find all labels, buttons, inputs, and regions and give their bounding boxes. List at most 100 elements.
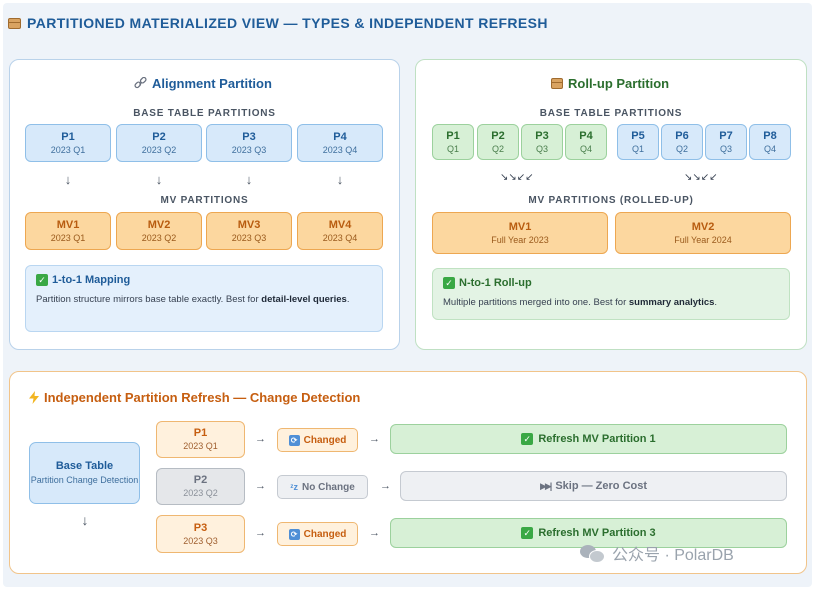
partition-period: 2023 Q1 (183, 441, 218, 451)
result-skip: ▶▶| Skip — Zero Cost (400, 471, 787, 501)
partition-name: P8 (763, 129, 777, 142)
partition-name: P6 (675, 129, 689, 142)
rollup-arrows-2024: ↘↘↙↙ (684, 172, 718, 183)
check-icon: ✓ (521, 433, 534, 445)
step-arrow: → (369, 527, 380, 539)
partition-period: 2023 Q1 (50, 232, 86, 243)
step-arrow: → (369, 433, 380, 445)
partition-period: 2023 Q3 (183, 535, 218, 546)
partition-name: P1 (446, 129, 460, 142)
refresh-partition-p1: P1 2023 Q1 (156, 421, 245, 458)
note-text-end: . (714, 297, 718, 308)
partition-period: Full Year 2024 (674, 234, 732, 245)
status-label: No Change (301, 481, 355, 493)
detection-arrow: ↓ (81, 512, 89, 528)
step-arrow: → (380, 480, 391, 492)
refresh-partition-p3: P3 2023 Q3 (156, 515, 245, 553)
status-label: Changed (303, 434, 347, 446)
mv-partition-mv1: MV1 2023 Q1 (25, 212, 111, 250)
partition-name: P2 (193, 474, 208, 486)
base-table-subtitle: Partition Change Detection (30, 475, 139, 485)
note-text-part: Multiple partitions merged into one. Bes… (443, 297, 629, 308)
partition-period: 2023 Q4 (322, 144, 358, 155)
rollup-base-p8: P8 Q4 (749, 124, 791, 160)
check-icon: ✓ (443, 277, 455, 289)
alignment-note-heading: ✓ 1-to-1 Mapping (36, 274, 372, 286)
partition-period: Q3 (719, 143, 732, 154)
partition-name: P3 (193, 521, 208, 534)
mv-partition-mv4: MV4 2023 Q4 (297, 212, 383, 250)
rollup-base-p2: P2 Q2 (477, 124, 519, 160)
rollup-base-p5: P5 Q1 (617, 124, 659, 160)
rollup-base-p7: P7 Q3 (705, 124, 747, 160)
base-partition-p2: P2 2023 Q2 (116, 124, 202, 162)
alignment-note-text: Partition structure mirrors base table e… (36, 292, 372, 307)
status-label: Changed (303, 528, 347, 540)
partition-name: P2 (491, 129, 505, 142)
refresh-title: Independent Partition Refresh — Change D… (29, 390, 360, 405)
base-partition-p4: P4 2023 Q4 (297, 124, 383, 162)
base-partition-p1: P1 2023 Q1 (25, 124, 111, 162)
base-table-node: Base Table Partition Change Detection (29, 442, 140, 504)
result-refresh: ✓ Refresh MV Partition 1 (390, 424, 787, 454)
partition-name: P3 (242, 130, 256, 143)
alignment-note: ✓ 1-to-1 Mapping Partition structure mir… (25, 265, 383, 332)
rollup-mv-mv1: MV1 Full Year 2023 (432, 212, 608, 254)
partition-period: Q2 (491, 143, 504, 154)
rollup-mv-label: MV PARTITIONS (ROLLED-UP) (528, 195, 694, 206)
refresh-partition-p2: P2 2023 Q2 (156, 468, 245, 505)
alignment-title-text: Alignment Partition (152, 76, 272, 91)
partition-period: 2023 Q2 (141, 144, 177, 155)
mv-partition-mv2: MV2 2023 Q2 (116, 212, 202, 250)
note-text-bold: detail-level queries (261, 294, 347, 305)
refresh-icon: ⟳ (288, 528, 300, 540)
partition-period: Q1 (446, 143, 459, 154)
rollup-base-p6: P6 Q2 (661, 124, 703, 160)
partition-name: P5 (631, 129, 645, 142)
alignment-mv-label: MV PARTITIONS (160, 195, 249, 206)
box-icon (8, 17, 21, 29)
status-no-change: ᶻz No Change (277, 475, 368, 499)
rollup-base-p4: P4 Q4 (565, 124, 607, 160)
result-label: Refresh MV Partition 1 (538, 433, 656, 445)
rollup-base-p1: P1 Q1 (432, 124, 474, 160)
partition-name: P4 (333, 130, 347, 143)
status-changed: ⟳ Changed (277, 522, 358, 546)
alignment-title: Alignment Partition (134, 76, 272, 91)
note-text-end: . (346, 294, 350, 305)
rollup-note-title: N-to-1 Roll-up (459, 277, 532, 289)
partition-name: MV4 (328, 218, 352, 231)
page-title-text: PARTITIONED MATERIALIZED VIEW — TYPES & … (27, 15, 548, 31)
partition-name: MV2 (691, 220, 715, 233)
mapping-arrow: ↓ (336, 172, 344, 187)
rollup-base-label: BASE TABLE PARTITIONS (539, 108, 683, 119)
partition-name: P2 (152, 130, 166, 143)
refresh-title-text: Independent Partition Refresh — Change D… (44, 390, 361, 405)
note-text-part: Partition structure mirrors base table e… (36, 294, 262, 305)
rollup-title: Roll-up Partition (551, 76, 669, 91)
mapping-arrow: ↓ (245, 172, 253, 187)
refresh-icon: ⟳ (288, 434, 300, 446)
rollup-note-heading: ✓ N-to-1 Roll-up (443, 277, 779, 289)
rollup-note: ✓ N-to-1 Roll-up Multiple partitions mer… (432, 268, 790, 320)
rollup-title-text: Roll-up Partition (568, 76, 670, 91)
link-icon (134, 77, 147, 89)
watermark: 公众号 · PolarDB (580, 541, 734, 565)
result-label: Refresh MV Partition 3 (538, 527, 656, 539)
check-icon: ✓ (36, 274, 48, 286)
page-title: PARTITIONED MATERIALIZED VIEW — TYPES & … (8, 15, 548, 31)
partition-period: 2023 Q2 (141, 232, 177, 243)
check-icon: ✓ (521, 527, 534, 539)
partition-name: P1 (193, 427, 208, 439)
mapping-arrow: ↓ (64, 172, 72, 187)
partition-name: P4 (579, 129, 593, 142)
partition-period: Q4 (763, 143, 776, 154)
partition-name: P1 (61, 130, 75, 143)
partition-period: Q2 (675, 143, 688, 154)
partition-name: MV1 (56, 218, 80, 231)
status-changed: ⟳ Changed (277, 428, 358, 452)
alignment-note-title: 1-to-1 Mapping (52, 274, 131, 286)
partition-name: P3 (535, 129, 549, 142)
sleep-icon: ᶻz (290, 482, 298, 492)
note-text-bold: summary analytics (628, 297, 715, 308)
